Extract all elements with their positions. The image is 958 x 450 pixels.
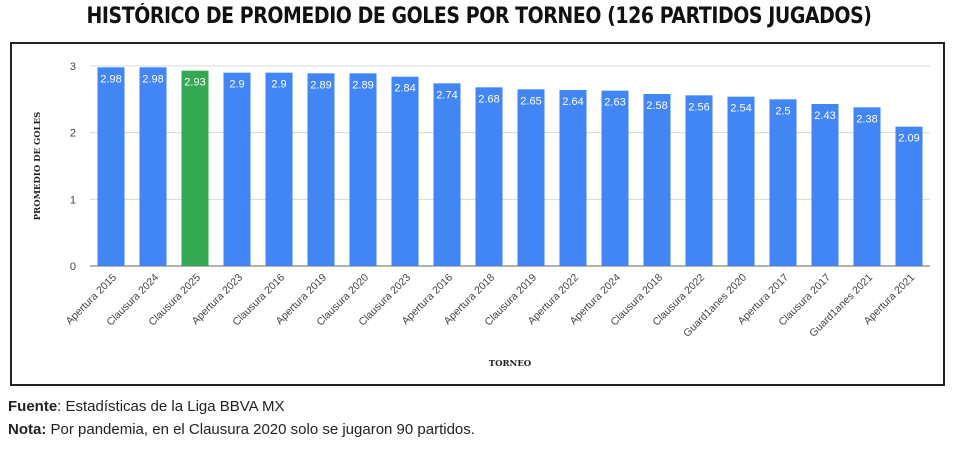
data-label: 2.64 <box>562 96 583 108</box>
y-tick-label: 2 <box>70 128 76 140</box>
data-label: 2.89 <box>310 79 331 91</box>
y-tick-label: 1 <box>70 194 76 206</box>
bar <box>517 89 545 266</box>
y-tick-label: 3 <box>70 61 76 73</box>
data-label: 2.89 <box>352 79 373 91</box>
y-tick-label: 0 <box>70 261 76 273</box>
bar <box>895 126 923 267</box>
bar <box>97 67 125 266</box>
data-label: 2.43 <box>814 110 835 122</box>
data-label: 2.9 <box>229 79 244 91</box>
chart-frame: 0 1 2 3 2.98 Apertura 2015 2.98 Clausura 2024 2.… <box>10 42 945 386</box>
data-label: 2.98 <box>100 73 121 85</box>
data-label: 2.98 <box>142 73 163 85</box>
note-label: Nota: <box>8 421 47 438</box>
data-label: 2.58 <box>646 100 667 112</box>
bar <box>853 107 881 266</box>
bar <box>391 76 419 266</box>
data-label: 2.68 <box>478 93 499 105</box>
data-label: 2.74 <box>436 89 457 101</box>
bar <box>811 104 839 266</box>
bar <box>349 73 377 266</box>
bar <box>433 83 461 266</box>
bar <box>181 70 209 267</box>
bar <box>307 73 335 266</box>
data-label: 2.5 <box>775 105 790 117</box>
data-label: 2.9 <box>271 79 286 91</box>
bar <box>223 72 251 267</box>
bar <box>139 67 167 266</box>
data-label: 2.09 <box>898 133 919 145</box>
data-label: 2.38 <box>856 113 877 125</box>
note-line: Nota: Por pandemia, en el Clausura 2020 … <box>8 418 475 441</box>
data-label: 2.65 <box>520 95 541 107</box>
bar <box>265 72 293 267</box>
bar <box>601 90 629 266</box>
bar <box>685 95 713 266</box>
source-label: Fuente <box>8 398 58 415</box>
source-line: Fuente: Estadísticas de la Liga BBVA MX <box>8 395 475 418</box>
x-axis-title: TORNEO <box>489 359 532 369</box>
data-label: 2.54 <box>730 103 751 115</box>
data-label: 2.56 <box>688 101 709 113</box>
note-text: Por pandemia, en el Clausura 2020 solo s… <box>46 421 475 438</box>
bar <box>727 96 755 266</box>
bar <box>475 87 503 266</box>
source-text: : Estadísticas de la Liga BBVA MX <box>57 398 285 415</box>
data-label: 2.63 <box>604 97 625 109</box>
y-axis-title: PROMEDIO DE GOLES <box>33 112 43 221</box>
data-label: 2.93 <box>184 77 205 89</box>
footnotes: Fuente: Estadísticas de la Liga BBVA MX … <box>8 395 475 441</box>
chart-title: HISTÓRICO DE PROMEDIO DE GOLES POR TORNE… <box>86 4 872 29</box>
bar <box>643 94 671 266</box>
bar <box>559 90 587 266</box>
bar <box>769 99 797 266</box>
data-label: 2.84 <box>394 83 415 95</box>
